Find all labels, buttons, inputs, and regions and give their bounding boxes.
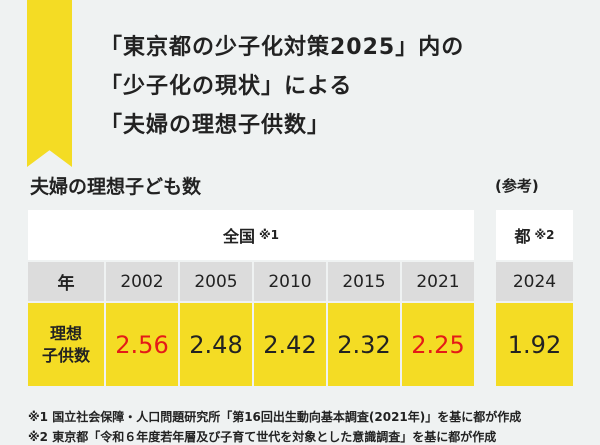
- year-cell: 2024: [496, 262, 573, 301]
- national-table: 全国 ※1 年 2002 2005 2010 2015 2021 理想 子供数 2.…: [28, 210, 474, 386]
- value-cell: 2.42: [254, 303, 326, 386]
- tokyo-header-text: 都: [514, 227, 531, 246]
- value-cell: 2.48: [180, 303, 252, 386]
- bookmark-ribbon-icon: [27, 0, 72, 167]
- national-header-text: 全国: [222, 227, 255, 246]
- value-cell: 2.56: [106, 303, 178, 386]
- year-cell: 2015: [328, 262, 400, 301]
- title-line: 「少子化の現状」による: [100, 74, 353, 99]
- value-row-label: 理想 子供数: [28, 303, 104, 386]
- title-line: 「東京都の少子化対策2025」内の: [100, 35, 465, 60]
- value-cell: 2.32: [328, 303, 400, 386]
- note-marker: ※2: [534, 228, 555, 242]
- value-cell: 1.92: [496, 303, 573, 386]
- year-cell: 2010: [254, 262, 326, 301]
- title-line: 「夫婦の理想子供数」: [100, 113, 331, 138]
- year-cell: 2002: [106, 262, 178, 301]
- national-header: 全国 ※1: [28, 210, 474, 260]
- reference-label: (参考): [495, 177, 539, 195]
- tokyo-header: 都 ※2: [496, 210, 573, 260]
- footnote: ※2 東京都「令和６年度若年層及び子育て世代を対象とした意識調査」を基に都が作成: [28, 430, 497, 444]
- year-row-label: 年: [28, 262, 104, 301]
- year-cell: 2021: [402, 262, 474, 301]
- year-cell: 2005: [180, 262, 252, 301]
- footnote: ※1 国立社会保障・人口問題研究所「第16回出生動向基本調査(2021年)」を基…: [28, 410, 522, 424]
- note-marker: ※1: [259, 228, 280, 242]
- value-cell: 2.25: [402, 303, 474, 386]
- section-heading: 夫婦の理想子ども数: [30, 176, 202, 198]
- page-title: 「東京都の少子化対策2025」内の 「少子化の現状」による 「夫婦の理想子供数」: [100, 28, 464, 145]
- label-line: 子供数: [41, 345, 90, 365]
- tokyo-table: 都 ※2 2024 1.92: [496, 210, 573, 386]
- label-line: 理想: [49, 323, 82, 343]
